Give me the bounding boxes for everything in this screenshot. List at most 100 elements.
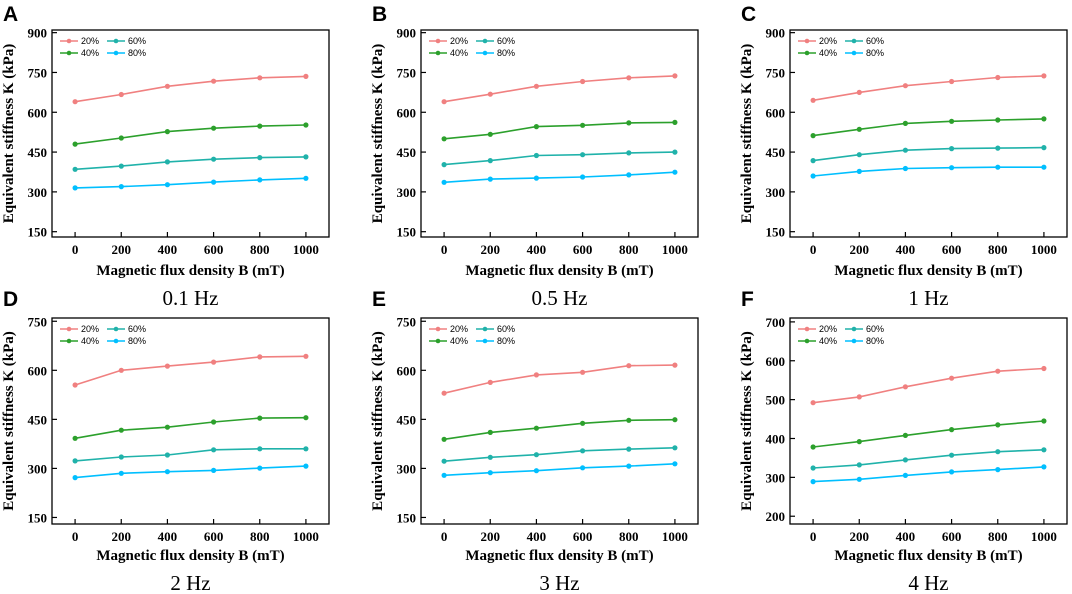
y-tick-label: 450 xyxy=(397,412,417,427)
legend-label: 60% xyxy=(128,36,146,46)
x-tick-label: 600 xyxy=(573,529,593,544)
y-tick-label: 200 xyxy=(766,509,786,524)
panel-label: A xyxy=(3,3,18,26)
data-point xyxy=(72,382,78,388)
data-point xyxy=(118,135,124,141)
data-point xyxy=(211,78,217,84)
data-point xyxy=(441,436,447,442)
plot-frame xyxy=(420,29,699,238)
panel-label: C xyxy=(741,3,756,26)
y-axis-title: Equivalent stiffness K (kPa) xyxy=(739,331,755,511)
data-point xyxy=(995,467,1001,473)
data-point xyxy=(118,454,124,460)
series-60pct xyxy=(810,145,1047,164)
data-point xyxy=(303,154,309,160)
data-point xyxy=(810,97,816,103)
series-line xyxy=(444,463,675,477)
x-tick-label: 400 xyxy=(527,242,547,257)
data-point xyxy=(1041,73,1047,79)
data-point xyxy=(257,446,263,452)
data-point xyxy=(533,452,540,458)
data-point xyxy=(72,475,78,481)
data-point xyxy=(533,372,540,378)
series-40pct xyxy=(72,415,309,441)
data-point xyxy=(164,129,170,135)
series-line xyxy=(75,156,306,171)
data-point xyxy=(164,159,170,165)
data-point xyxy=(487,454,493,460)
data-point xyxy=(533,175,540,181)
x-tick-label: 1000 xyxy=(293,242,319,257)
series-80pct xyxy=(810,464,1047,485)
y-tick-label: 300 xyxy=(28,461,48,476)
x-axis-title: Magnetic flux density B (mT) xyxy=(465,548,653,564)
series-80pct xyxy=(441,461,678,478)
y-tick-label: 500 xyxy=(766,393,786,408)
legend: 20% 60% 40% 80% xyxy=(798,324,884,346)
y-tick-label: 300 xyxy=(766,470,786,485)
data-point xyxy=(856,439,862,445)
panel-b: B 150 300 450 600 750 900 0 200 400 600 800 1000 Magn… xyxy=(370,3,699,310)
legend-label: 80% xyxy=(497,336,515,346)
data-point xyxy=(441,390,447,396)
x-tick-label: 800 xyxy=(988,529,1008,544)
legend: 20% 60% 40% 80% xyxy=(798,36,884,58)
series-20pct xyxy=(441,73,678,105)
legend-label: 80% xyxy=(866,48,884,58)
data-point xyxy=(810,400,816,406)
data-point xyxy=(949,118,955,124)
data-point xyxy=(902,472,909,478)
plot-frame xyxy=(420,317,699,525)
data-point xyxy=(441,179,447,185)
data-point xyxy=(257,177,263,183)
data-point xyxy=(257,123,263,129)
data-point xyxy=(626,417,632,423)
data-point xyxy=(487,470,493,476)
legend-label: 20% xyxy=(81,36,99,46)
data-point xyxy=(533,83,540,89)
y-tick-label: 300 xyxy=(397,461,417,476)
data-point xyxy=(810,158,816,164)
x-axis-title: Magnetic flux density B (mT) xyxy=(834,548,1022,564)
data-point xyxy=(118,163,124,169)
legend-swatch-marker xyxy=(435,326,441,332)
y-tick-label: 150 xyxy=(397,510,417,525)
data-point xyxy=(856,476,862,482)
x-tick-label: 1000 xyxy=(1031,529,1057,544)
x-tick-label: 400 xyxy=(527,529,547,544)
data-point xyxy=(672,362,678,368)
x-axis-title: Magnetic flux density B (mT) xyxy=(96,548,284,564)
data-point xyxy=(211,125,217,131)
panel-a: A 150 300 450 600 750 900 0 200 400 600 800 1000 Magn… xyxy=(1,3,330,310)
series-60pct xyxy=(441,149,678,168)
legend-label: 80% xyxy=(866,336,884,346)
data-point xyxy=(810,444,816,450)
x-tick-label: 600 xyxy=(942,242,962,257)
x-tick-label: 400 xyxy=(896,242,916,257)
series-line xyxy=(444,447,675,462)
data-point xyxy=(856,462,862,468)
data-point xyxy=(303,73,309,79)
data-point xyxy=(441,458,447,464)
legend-swatch-marker xyxy=(482,326,488,332)
series-line xyxy=(74,355,306,386)
legend-label: 20% xyxy=(450,36,468,46)
series-line xyxy=(444,121,675,140)
data-point xyxy=(856,152,862,158)
data-point xyxy=(118,427,124,433)
panel-label: E xyxy=(372,288,386,311)
data-point xyxy=(902,120,909,126)
data-point xyxy=(211,419,217,425)
data-point xyxy=(257,415,263,421)
y-tick-label: 300 xyxy=(28,185,48,200)
data-point xyxy=(257,155,263,161)
data-point xyxy=(118,184,124,190)
legend: 20% 60% 40% 80% xyxy=(60,36,146,58)
frequency-label: 1 Hz xyxy=(908,286,948,310)
legend-label: 60% xyxy=(866,36,884,46)
data-point xyxy=(672,73,678,79)
x-axis-title: Magnetic flux density B (mT) xyxy=(96,263,284,279)
plot-frame xyxy=(789,317,1068,525)
data-point xyxy=(949,165,955,171)
panel-label: B xyxy=(372,3,387,26)
